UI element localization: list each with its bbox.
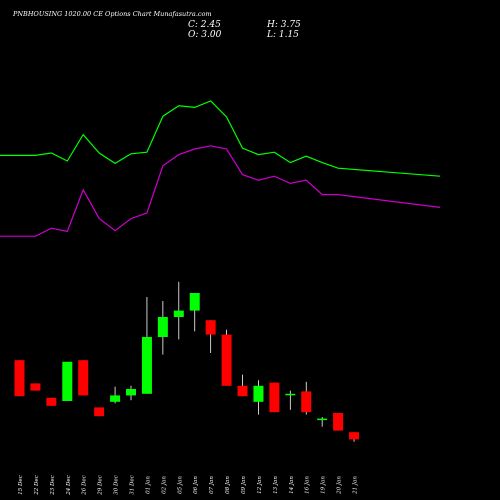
candle-body [110, 395, 121, 402]
candle-body [333, 413, 344, 431]
lower-band-line [0, 145, 441, 237]
x-tick-label: 23 Dec [50, 475, 56, 496]
candle-body [221, 334, 232, 386]
x-tick-label: 19 Jan [321, 476, 327, 494]
x-axis-labels: 15 Dec 22 Dec 23 Dec 24 Dec 26 Dec 29 Dec 30 D… [18, 475, 359, 496]
x-tick-label: 08 Jan [225, 476, 231, 494]
x-tick-label: 05 Jan [177, 476, 183, 494]
x-tick-label: 12 Jan [257, 476, 263, 494]
candle-body [173, 310, 184, 317]
candle-2 [30, 383, 41, 391]
candle-17 [269, 382, 280, 413]
open-value: O: 3.00 [188, 30, 222, 40]
candle-12 [189, 293, 200, 332]
candle-body [269, 382, 280, 413]
candle-body [189, 293, 200, 311]
candle-16 [253, 380, 264, 415]
x-tick-label: 20 Jan [337, 476, 343, 495]
x-tick-label: 09 Jan [241, 476, 247, 494]
candle-13 [205, 320, 216, 353]
x-tick-label: 02 Jan [161, 476, 167, 494]
x-tick-label: 29 Dec [98, 475, 104, 496]
candle-body [141, 337, 152, 394]
candle-11 [173, 281, 184, 340]
candle-21 [333, 413, 344, 431]
candle-body [30, 383, 41, 391]
x-tick-label: 07 Jan [209, 476, 215, 494]
x-tick-label: 13 Jan [273, 476, 279, 494]
candle-14 [221, 329, 232, 386]
x-tick-label: 16 Jan [305, 476, 311, 494]
candle-body [285, 393, 296, 396]
candle-body [205, 320, 216, 335]
candle-body [78, 360, 89, 396]
candle-body [94, 407, 105, 417]
x-tick-label: 15 Dec [18, 475, 24, 495]
candle-10 [157, 301, 168, 355]
candle-18 [285, 390, 296, 410]
candle-body [14, 360, 25, 397]
candle-7 [110, 386, 121, 404]
candle-body [349, 432, 360, 440]
candle-body [62, 361, 73, 401]
candle-6 [94, 407, 105, 417]
candle-19 [301, 381, 312, 415]
high-value: H: 3.75 [266, 20, 301, 30]
x-tick-label: 24 Dec [66, 475, 72, 496]
x-tick-label: 31 Dec [130, 475, 136, 495]
candle-body [157, 317, 168, 337]
candle-20 [317, 417, 328, 427]
candle-4 [62, 361, 73, 401]
candles [14, 281, 360, 442]
x-tick-label: 30 Dec [114, 475, 120, 495]
candle-body [237, 385, 248, 397]
candle-8 [126, 385, 137, 401]
close-value: C: 2.45 [188, 20, 221, 30]
low-value: L: 1.15 [266, 30, 299, 40]
x-tick-label: 22 Dec [34, 475, 40, 496]
indicator-lines [0, 100, 441, 237]
candle-3 [46, 397, 57, 406]
x-tick-label: 14 Jan [289, 476, 295, 494]
x-tick-label: 26 Dec [82, 475, 88, 496]
candle-22 [349, 432, 360, 442]
candle-5 [78, 360, 89, 396]
upper-band-line [0, 100, 441, 177]
x-tick-label: 21 Jan [353, 476, 359, 495]
candle-9 [141, 297, 152, 394]
chart-title: PNBHOUSING 1020.00 CE Options Chart Muna… [12, 10, 212, 18]
x-tick-label: 06 Jan [193, 476, 199, 494]
candle-body [301, 391, 312, 413]
candle-body [46, 397, 57, 406]
candle-body [317, 418, 328, 421]
candle-1 [14, 360, 25, 397]
candle-15 [237, 374, 248, 397]
candle-body [126, 389, 137, 396]
x-tick-label: 01 Jan [145, 476, 151, 494]
candle-body [253, 385, 264, 402]
